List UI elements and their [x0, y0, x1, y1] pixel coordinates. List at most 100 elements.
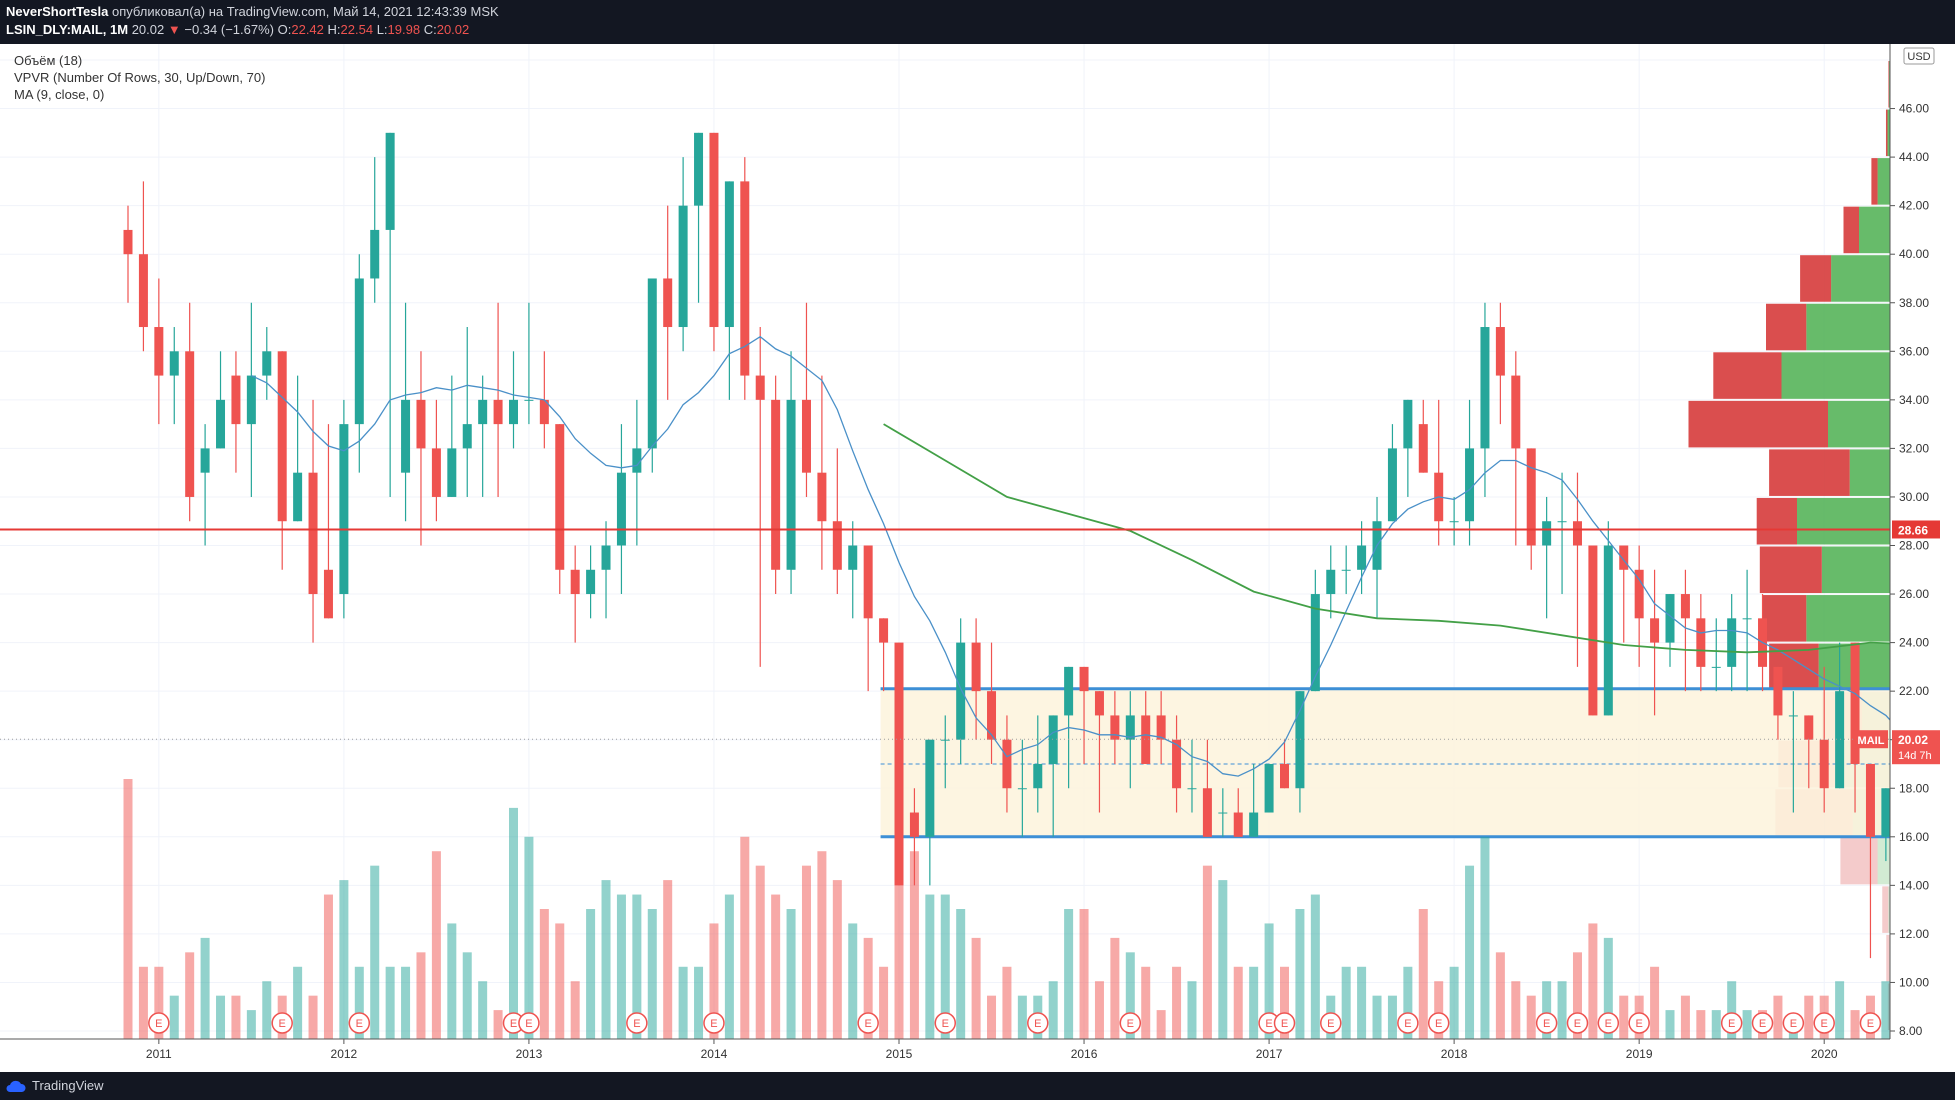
earnings-marker: E	[703, 1012, 725, 1034]
y-tick-label: 10.00	[1899, 975, 1929, 989]
volume-bar	[1233, 966, 1243, 1039]
earnings-circle	[1535, 1012, 1558, 1034]
earnings-marker: E	[1751, 1012, 1774, 1034]
legend-volume[interactable]: Объём (18)	[14, 53, 83, 68]
volume-bar	[1727, 981, 1737, 1039]
volume-bar	[555, 923, 565, 1039]
earnings-label: E	[1127, 1018, 1134, 1030]
candle-body	[1387, 448, 1397, 522]
candle-body	[1094, 691, 1104, 716]
candle-body	[1603, 545, 1613, 716]
volume-bar	[632, 894, 642, 1039]
y-tick-label: 44.00	[1899, 150, 1929, 164]
x-tick-label: 2017	[1256, 1047, 1283, 1061]
volume-bar	[987, 995, 997, 1039]
candle-body	[447, 448, 457, 497]
y-tick-label: 42.00	[1899, 199, 1929, 213]
candle-body	[277, 351, 287, 522]
candle-body	[586, 569, 596, 595]
earnings-marker: E	[148, 1012, 170, 1034]
volume-bar	[138, 966, 148, 1039]
tradingview-cloud-icon	[6, 1080, 26, 1092]
earnings-label: E	[1728, 1018, 1735, 1030]
y-tick-label: 38.00	[1899, 296, 1929, 310]
earnings-label: E	[1821, 1018, 1828, 1030]
earnings-label: E	[1867, 1018, 1874, 1030]
candle-body	[647, 278, 657, 449]
volume-bar	[1280, 966, 1289, 1039]
candle-body	[1465, 448, 1475, 522]
vpvr-down-bar	[1888, 61, 1890, 108]
volume-bar	[1187, 981, 1197, 1039]
earnings-marker: E	[1273, 1012, 1296, 1034]
publish-text: опубликовал(а) на TradingView.com, Май 1…	[111, 4, 499, 19]
price-axis-bg	[1890, 44, 1955, 1069]
volume-bar	[1002, 966, 1012, 1039]
candle-body	[1572, 521, 1582, 546]
candle-body	[925, 739, 935, 837]
low-label: L:	[376, 22, 388, 37]
volume-bar	[1064, 909, 1074, 1039]
close-label: C:	[423, 22, 437, 37]
publisher-name[interactable]: NeverShortTesla	[6, 4, 109, 19]
volume-bar	[1619, 995, 1629, 1039]
legend-vpvr[interactable]: VPVR (Number Of Rows, 30, Up/Down, 70)	[14, 70, 266, 85]
vpvr-down-bar	[1885, 109, 1888, 157]
earnings-label: E	[1327, 1018, 1334, 1030]
volume-bar	[1804, 995, 1814, 1039]
earnings-circle	[626, 1012, 648, 1034]
legend-ma[interactable]: MA (9, close, 0)	[14, 87, 105, 102]
y-tick-label: 26.00	[1899, 587, 1929, 601]
footer-bar: TradingView	[0, 1072, 1955, 1100]
candle-body	[956, 642, 966, 740]
candle-body	[416, 399, 426, 449]
candle-body	[1881, 788, 1891, 837]
earnings-circle	[271, 1012, 293, 1034]
last-price-tag	[1892, 730, 1940, 765]
chart-area[interactable]: 2011 2012 2013 2014 2015 2016 2017 2018 2019 2020…	[0, 44, 1955, 1072]
candle-body	[724, 181, 734, 328]
vpvr-down-bar	[1769, 449, 1850, 496]
x-tick-label: 2020	[1811, 1047, 1838, 1061]
volume-bar	[740, 836, 750, 1039]
candle-body	[1788, 715, 1798, 717]
earnings-label: E	[1605, 1018, 1612, 1030]
x-tick-label: 2013	[516, 1047, 543, 1061]
candle-body	[1202, 788, 1212, 837]
price-chart[interactable]: 2011 2012 2013 2014 2015 2016 2017 2018 2019 2020…	[0, 44, 1955, 1072]
candle-body	[755, 375, 765, 400]
vpvr-down-bar	[1766, 303, 1807, 351]
volume-bar	[1696, 1010, 1706, 1039]
symbol-label[interactable]: LSIN_DLY:MAIL, 1M	[6, 22, 129, 37]
volume-bar	[1850, 1010, 1860, 1039]
candle-body	[138, 254, 148, 328]
footer-brand[interactable]: TradingView	[32, 1078, 104, 1093]
y-tick-label: 14.00	[1899, 878, 1929, 892]
volume-bar	[1465, 865, 1475, 1039]
volume-bar	[879, 966, 889, 1039]
vpvr-down-bar	[1843, 206, 1859, 254]
candle-body	[1511, 375, 1521, 449]
candle-body	[1819, 739, 1829, 789]
earnings-label: E	[1543, 1018, 1550, 1030]
earnings-marker: E	[518, 1012, 540, 1034]
vpvr-up-bar	[1781, 352, 1890, 399]
candle-body	[1711, 666, 1721, 668]
volume-bar	[539, 909, 549, 1039]
earnings-marker: E	[348, 1012, 371, 1034]
vpvr-up-bar	[1806, 595, 1890, 642]
volume-bar	[462, 952, 472, 1039]
y-tick-label: 28.00	[1899, 539, 1929, 553]
y-tick-label: 18.00	[1899, 781, 1929, 795]
earnings-label: E	[279, 1018, 286, 1030]
candle-body	[1218, 812, 1228, 814]
volume-bar	[1094, 981, 1104, 1039]
y-tick-label: 30.00	[1899, 490, 1929, 504]
volume-bar	[848, 923, 858, 1039]
earnings-circle	[1751, 1012, 1774, 1034]
volume-bar	[1773, 995, 1783, 1039]
low-value: 19.98	[387, 22, 421, 37]
volume-bar	[293, 966, 303, 1039]
earnings-label: E	[1790, 1018, 1797, 1030]
volume-bar	[431, 851, 441, 1039]
